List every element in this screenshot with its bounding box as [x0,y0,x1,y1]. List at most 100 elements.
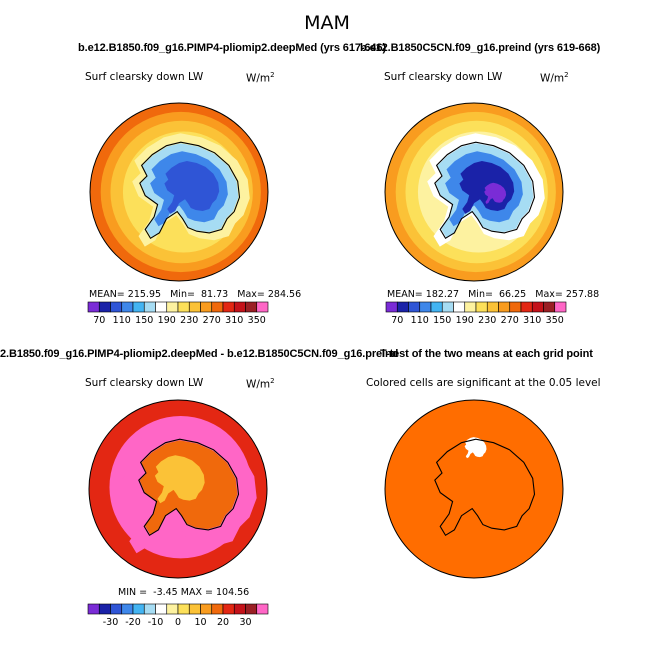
field-band-dome-minimum [484,182,507,204]
colorbar-box [222,301,235,313]
colorbar-box [143,603,156,615]
colorbar-tick-label: 110 [113,315,131,326]
colorbar-box [98,301,111,313]
colorbar-box [121,301,134,313]
colorbar-box [177,603,190,615]
colorbar-box [177,301,190,313]
colorbar-box [166,301,179,313]
panel-2-variable-label: Surf clearsky down LW [384,71,503,83]
map-boundary [89,102,269,282]
colorbar-tick-label: 230 [180,315,198,326]
colorbar-box [554,301,567,313]
colorbar-tick-label: -10 [148,617,164,628]
colorbar-box [211,301,224,313]
panel-1-polar-map [89,102,269,282]
colorbar-tick-label: 310 [225,315,243,326]
colorbar-tick-label: 310 [523,315,541,326]
panel-1-max: 284.56 [267,289,302,300]
colorbar-box [233,603,246,615]
colorbar-box [121,603,134,615]
colorbar-tick-label: 110 [411,315,429,326]
colorbar-box [408,301,421,313]
colorbar-tick-label: 350 [546,315,564,326]
colorbar-box [211,603,224,615]
colorbar-box [385,301,398,313]
colorbar-box [498,301,511,313]
panel-1-units-label: W/m2 [246,71,275,85]
map-boundary [88,399,268,579]
panel-1-mean: 215.95 [127,289,162,300]
panel-3-title: 2.B1850.f09_g16.PIMP4-pliomip2.deepMed -… [0,348,399,360]
colorbar-box [155,301,168,313]
panel-3-colorbar: -30 -20 -10 0 10 20 30 [87,603,269,628]
panel-3-polar-map [88,399,268,579]
colorbar-box [245,603,258,615]
colorbar-tick-label: 190 [158,315,176,326]
panel-2-stats: MEAN= 182.27 Min= 66.25 Max= 257.88 [387,289,600,300]
colorbar-box [453,301,466,313]
antarctica-coastline [434,141,536,240]
panel-2-polar-map [384,102,564,282]
colorbar-box [256,301,269,313]
colorbar-box [155,603,168,615]
colorbar-tick-label: 190 [456,315,474,326]
panel-2-max: 257.88 [565,289,600,300]
colorbar-tick-label: 20 [217,617,229,628]
colorbar-tick-label: 70 [93,315,105,326]
panel-4-note: Colored cells are significant at the 0.0… [366,377,601,389]
colorbar-tick-label: -20 [125,617,141,628]
figure-title: MAM [304,12,350,34]
colorbar-box [110,603,123,615]
map-boundary [384,399,564,579]
colorbar-tick-label: 150 [135,315,153,326]
panel-2-mean: 182.27 [425,289,460,300]
antarctica-coastline [139,141,241,240]
colorbar-tick-label: 150 [433,315,451,326]
panel-3-stats: MIN = -3.45 MAX = 104.56 [118,587,250,598]
field-band-east-antarctic-plateau [164,161,220,214]
colorbar-box [531,301,544,313]
colorbar-tick-label: -30 [103,617,119,628]
panel-3-units-label: W/m2 [246,377,275,391]
colorbar-box [509,301,522,313]
field-band-interior-plateau [154,455,205,504]
colorbar-box [464,301,477,313]
colorbar-tick-label: 70 [391,315,403,326]
panel-4-title: T-test of the two means at each grid poi… [380,348,593,360]
colorbar-box [98,603,111,615]
colorbar-box [132,603,145,615]
panel-2-title: b.e12.B1850C5CN.f09_g16.preind (yrs 619-… [360,42,601,54]
panel-3-min: -3.45 [153,587,178,598]
not-significant-patch [464,437,487,459]
panel-1-title: b.e12.B1850.f09_g16.PIMP4-pliomip2.deepM… [78,42,387,54]
panel-2-colorbar: 70 110 150 190 230 270 310 350 [385,301,567,326]
colorbar-tick-label: 270 [203,315,221,326]
colorbar-tick-label: 350 [248,315,266,326]
colorbar-box [543,301,556,313]
colorbar-box [233,301,246,313]
panel-1-min: 81.73 [200,289,229,300]
panel-3-variable-label: Surf clearsky down LW [85,377,204,389]
colorbar-box [256,603,269,615]
colorbar-box [87,301,100,313]
colorbar-box [166,603,179,615]
colorbar-box [110,301,123,313]
colorbar-box [188,603,201,615]
colorbar-box [143,301,156,313]
colorbar-box [475,301,488,313]
colorbar-box [87,603,100,615]
panel-1-stats: MEAN= 215.95 Min= 81.73 Max= 284.56 [89,289,302,300]
map-boundary [384,102,564,282]
colorbar-box [200,301,213,313]
colorbar-box [419,301,432,313]
panel-1-colorbar: 70 110 150 190 230 270 310 350 [87,301,269,326]
antarctica-coastline [434,438,536,537]
colorbar-box [396,301,409,313]
panel-2-min: 66.25 [498,289,527,300]
panel-4-polar-map [384,399,564,579]
colorbar-tick-label: 270 [501,315,519,326]
colorbar-box [132,301,145,313]
colorbar-box [222,603,235,615]
colorbar-box [441,301,454,313]
colorbar-box [245,301,258,313]
